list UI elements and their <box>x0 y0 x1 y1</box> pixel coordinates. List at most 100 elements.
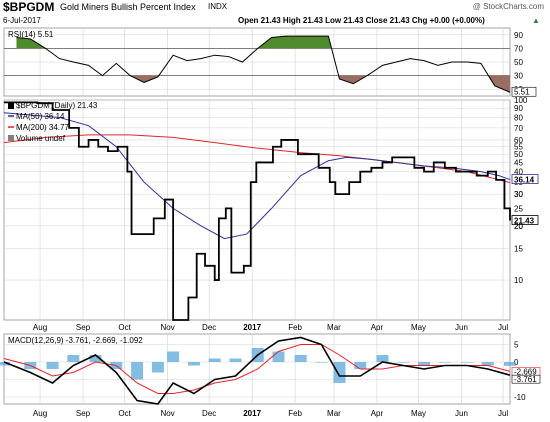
macd-histogram-bar-9 <box>187 362 200 366</box>
rsi-title: RSI(14) 5.51 <box>8 30 54 39</box>
price-tick-label-0: 100 <box>514 96 528 105</box>
macd-x-tick-5: 2017 <box>243 409 261 418</box>
price-last-label-2: 21.43 <box>514 216 535 225</box>
chart-exchange: INDX <box>208 2 228 11</box>
price-tick-label-14: 10 <box>514 276 523 285</box>
macd-histogram-bar-22 <box>461 362 474 363</box>
price-tick-label-10: 30 <box>514 190 523 199</box>
legend-volume-swatch <box>8 135 14 141</box>
legend-ma200-label: MA(200) 34.77 <box>16 123 69 132</box>
macd-histogram-bar-13 <box>272 351 285 362</box>
chart-date: 6-Jul-2017 <box>3 16 41 25</box>
price-tick-label-5: 55 <box>514 143 523 152</box>
macd-x-tick-3: Nov <box>160 409 174 418</box>
macd-x-tick-8: Apr <box>371 409 384 418</box>
macd-last-label-1: -3.761 <box>514 375 537 384</box>
legend-price-swatch <box>8 103 14 109</box>
price-x-tick-5: 2017 <box>243 323 261 332</box>
macd-title: MACD(12,26,9) -3.761, -2.669, -1.092 <box>8 336 143 345</box>
rsi-oversold-fill <box>16 75 510 93</box>
rsi-last-value: 5.51 <box>514 87 530 96</box>
quote-up-arrow-icon: ▲ <box>532 16 540 25</box>
macd-histogram-bar-20 <box>418 362 431 366</box>
price-tick-label-3: 70 <box>514 124 523 133</box>
macd-x-tick-10: Jun <box>455 409 468 418</box>
macd-x-tick-6: Feb <box>288 409 302 418</box>
price-tick-label-4: 60 <box>514 136 523 145</box>
legend-ma50-label: MA(50) 36.14 <box>16 112 65 121</box>
macd-line <box>3 336 511 405</box>
price-x-tick-9: May <box>411 323 426 332</box>
macd-x-tick-1: Sep <box>76 409 91 418</box>
macd-histogram-bar-17 <box>354 362 367 369</box>
watermark: @ StockCharts.com <box>472 2 544 11</box>
rsi-tick-label-2: 50 <box>514 58 523 67</box>
ohlc-quote: Open 21.43 High 21.43 Low 21.43 Close 21… <box>238 16 485 25</box>
rsi-tick-label-1: 70 <box>514 44 523 53</box>
rsi-tick-label-0: 90 <box>514 31 523 40</box>
macd-histogram-bar-14 <box>294 355 307 362</box>
macd-histogram-bar-18 <box>376 355 389 362</box>
macd-x-tick-2: Oct <box>118 409 131 418</box>
price-panel <box>3 99 511 321</box>
macd-x-tick-0: Aug <box>33 409 47 418</box>
rsi-line <box>16 35 511 93</box>
price-tick-label-11: 25 <box>514 204 523 213</box>
price-tick-label-1: 90 <box>514 104 523 113</box>
price-last-box-2 <box>511 215 539 225</box>
macd-histogram-bar-23 <box>481 362 494 366</box>
legend-price-label: $BPGDM (Daily) 21.43 <box>16 101 98 110</box>
rsi-last-value-box <box>511 86 537 97</box>
price-tick-label-13: 15 <box>514 244 523 253</box>
price-line <box>4 101 511 321</box>
macd-histogram-bar-15 <box>315 362 328 363</box>
macd-histogram-bar-7 <box>151 362 164 373</box>
macd-histogram-bar-8 <box>167 351 180 362</box>
price-last-box-0 <box>511 174 539 184</box>
macd-tick-label-0: 5 <box>514 341 519 350</box>
macd-last-label-0: -2.669 <box>514 367 537 376</box>
macd-last-box-1 <box>511 374 541 384</box>
price-tick-label-7: 45 <box>514 158 523 167</box>
macd-tick-label-1: 0 <box>514 358 519 367</box>
price-x-tick-4: Dec <box>202 323 216 332</box>
price-tick-label-6: 50 <box>514 150 523 159</box>
chart-symbol: $BPGDM <box>3 0 55 14</box>
price-tick-label-12: 20 <box>514 222 523 231</box>
macd-x-tick-9: May <box>411 409 426 418</box>
macd-histogram-bar-4 <box>89 355 102 362</box>
price-last-label-0: 36.14 <box>514 176 535 185</box>
macd-histogram-bar-3 <box>67 355 80 362</box>
rsi-tick-label-3: 30 <box>514 72 523 81</box>
price-x-tick-8: Apr <box>371 323 384 332</box>
macd-x-tick-11: Jul <box>498 409 508 418</box>
legend-volume-label: Volume undef <box>16 134 66 143</box>
macd-histogram-bar-0 <box>0 362 10 366</box>
price-tick-label-8: 40 <box>514 168 523 177</box>
price-x-tick-0: Aug <box>33 323 47 332</box>
macd-histogram-bar-19 <box>397 362 410 363</box>
macd-x-tick-7: Mar <box>327 409 341 418</box>
price-last-label-1: 30 <box>514 190 523 199</box>
macd-histogram-bar-10 <box>208 358 221 362</box>
macd-signal-line <box>3 344 511 394</box>
price-x-tick-7: Mar <box>327 323 341 332</box>
macd-histogram-bar-11 <box>229 358 242 362</box>
macd-histogram-bar-21 <box>438 362 451 363</box>
macd-histogram-bar-24 <box>504 362 516 366</box>
macd-histogram-bar-16 <box>333 362 346 383</box>
price-x-tick-6: Feb <box>288 323 302 332</box>
macd-tick-label-3: -10 <box>514 393 526 402</box>
macd-histogram-bar-6 <box>131 362 144 380</box>
rsi-overbought-fill <box>16 36 332 49</box>
price-x-tick-10: Jun <box>455 323 468 332</box>
price-x-tick-11: Jul <box>498 323 508 332</box>
macd-x-tick-4: Dec <box>202 409 216 418</box>
chart-name: Gold Miners Bullish Percent Index <box>60 2 196 12</box>
price-x-tick-3: Nov <box>160 323 174 332</box>
price-last-label-3: 20 <box>514 222 523 231</box>
price-tick-label-2: 80 <box>514 113 523 122</box>
macd-histogram-bar-2 <box>46 362 59 369</box>
price-x-tick-1: Sep <box>76 323 91 332</box>
